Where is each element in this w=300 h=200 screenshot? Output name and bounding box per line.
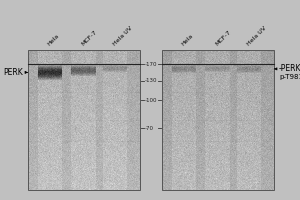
- Text: -100: -100: [145, 98, 158, 103]
- Text: Hela: Hela: [181, 33, 194, 47]
- Bar: [28, 50, 140, 190]
- Text: MCF-7: MCF-7: [80, 30, 98, 47]
- Text: p-T981: p-T981: [279, 74, 300, 80]
- Text: MCF-7: MCF-7: [214, 30, 232, 47]
- Text: -PERK: -PERK: [279, 64, 300, 73]
- Text: Hela UV: Hela UV: [246, 26, 267, 47]
- Text: -130: -130: [145, 78, 158, 83]
- Bar: [162, 50, 274, 190]
- Text: Hela UV: Hela UV: [112, 26, 133, 47]
- Text: -70: -70: [145, 126, 154, 131]
- Text: -170: -170: [145, 62, 158, 66]
- Text: Hela: Hela: [47, 33, 61, 47]
- Text: PERK: PERK: [3, 68, 23, 77]
